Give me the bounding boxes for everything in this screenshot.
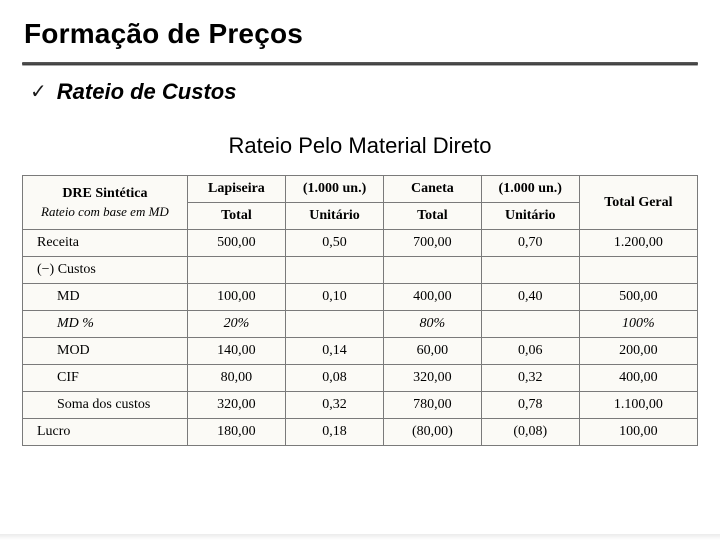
table-row: Receita500,000,50700,000,701.200,00 <box>23 230 698 257</box>
cell: 0,40 <box>481 284 579 311</box>
cell: 20% <box>187 311 285 338</box>
cell: 500,00 <box>187 230 285 257</box>
cell: (0,08) <box>481 419 579 446</box>
section-title: Rateio Pelo Material Direto <box>22 133 698 159</box>
cell <box>286 311 384 338</box>
cell: 1.200,00 <box>579 230 697 257</box>
table-header: DRE Sintética Rateio com base em MD Lapi… <box>23 176 698 230</box>
row-label: MD <box>23 284 188 311</box>
cell: 0,32 <box>286 392 384 419</box>
cell: 700,00 <box>384 230 482 257</box>
table-row: Lucro180,000,18(80,00)(0,08)100,00 <box>23 419 698 446</box>
cell: 0,18 <box>286 419 384 446</box>
cell: 320,00 <box>384 365 482 392</box>
cell: 100,00 <box>579 419 697 446</box>
cell: 0,14 <box>286 338 384 365</box>
table-row: (−) Custos <box>23 257 698 284</box>
header-g2-unit: Unitário <box>481 203 579 230</box>
cell <box>481 257 579 284</box>
header-block: DRE Sintética Rateio com base em MD <box>23 176 188 230</box>
row-label: MD % <box>23 311 188 338</box>
header-group1-qty: (1.000 un.) <box>286 176 384 203</box>
bottom-shadow <box>0 534 720 540</box>
header-group1: Lapiseira <box>187 176 285 203</box>
cell: 0,78 <box>481 392 579 419</box>
header-group2: Caneta <box>384 176 482 203</box>
cell <box>384 257 482 284</box>
cell: 100% <box>579 311 697 338</box>
table-body: Receita500,000,50700,000,701.200,00(−) C… <box>23 230 698 446</box>
cell: 80% <box>384 311 482 338</box>
cell: 180,00 <box>187 419 285 446</box>
header-g1-total: Total <box>187 203 285 230</box>
check-icon: ✓ <box>30 82 47 102</box>
table-container: DRE Sintética Rateio com base em MD Lapi… <box>22 175 698 446</box>
row-label: CIF <box>23 365 188 392</box>
cell <box>286 257 384 284</box>
cell: 400,00 <box>384 284 482 311</box>
cell <box>187 257 285 284</box>
row-label: (−) Custos <box>23 257 188 284</box>
table-row: MD100,000,10400,000,40500,00 <box>23 284 698 311</box>
cell: 320,00 <box>187 392 285 419</box>
table-row: MD %20% 80% 100% <box>23 311 698 338</box>
cell: 500,00 <box>579 284 697 311</box>
cell: 0,70 <box>481 230 579 257</box>
cell: 0,32 <box>481 365 579 392</box>
table-row: CIF80,000,08320,000,32400,00 <box>23 365 698 392</box>
cell: 780,00 <box>384 392 482 419</box>
cost-table: DRE Sintética Rateio com base em MD Lapi… <box>22 175 698 446</box>
header-group2-qty: (1.000 un.) <box>481 176 579 203</box>
cell <box>579 257 697 284</box>
header-g1-unit: Unitário <box>286 203 384 230</box>
subtitle: Rateio de Custos <box>57 79 237 105</box>
row-label: Receita <box>23 230 188 257</box>
cell <box>481 311 579 338</box>
cell: 100,00 <box>187 284 285 311</box>
cell: (80,00) <box>384 419 482 446</box>
subtitle-row: ✓ Rateio de Custos <box>22 65 698 109</box>
table-row: Soma dos custos320,000,32780,000,781.100… <box>23 392 698 419</box>
cell: 0,06 <box>481 338 579 365</box>
header-g2-total: Total <box>384 203 482 230</box>
cell: 60,00 <box>384 338 482 365</box>
table-row: MOD140,000,1460,000,06200,00 <box>23 338 698 365</box>
header-block-sub: Rateio com base em MD <box>33 204 177 220</box>
row-label: Lucro <box>23 419 188 446</box>
cell: 0,08 <box>286 365 384 392</box>
cell: 400,00 <box>579 365 697 392</box>
header-block-title: DRE Sintética <box>62 186 147 201</box>
cell: 140,00 <box>187 338 285 365</box>
slide: Formação de Preços ✓ Rateio de Custos Ra… <box>0 0 720 540</box>
cell: 200,00 <box>579 338 697 365</box>
header-grand-total: Total Geral <box>579 176 697 230</box>
row-label: Soma dos custos <box>23 392 188 419</box>
cell: 80,00 <box>187 365 285 392</box>
cell: 0,10 <box>286 284 384 311</box>
row-label: MOD <box>23 338 188 365</box>
page-title: Formação de Preços <box>22 14 698 60</box>
cell: 1.100,00 <box>579 392 697 419</box>
cell: 0,50 <box>286 230 384 257</box>
